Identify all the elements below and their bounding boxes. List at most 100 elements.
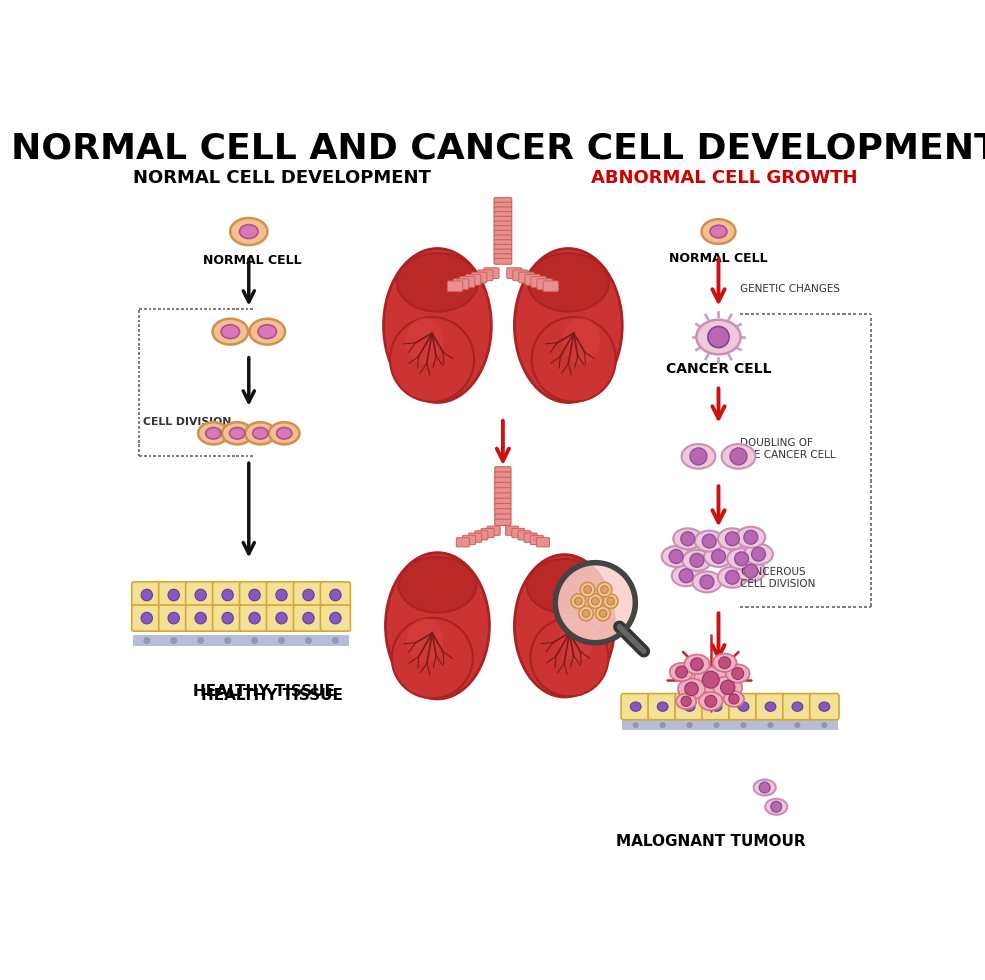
- Circle shape: [767, 722, 773, 728]
- FancyBboxPatch shape: [213, 582, 242, 608]
- Text: NORMAL CELL: NORMAL CELL: [669, 252, 767, 265]
- FancyBboxPatch shape: [622, 694, 650, 719]
- Ellipse shape: [269, 422, 299, 444]
- Text: DOUBLING OF
THE CANCER CELL: DOUBLING OF THE CANCER CELL: [740, 438, 835, 460]
- FancyBboxPatch shape: [478, 270, 492, 280]
- FancyBboxPatch shape: [267, 582, 296, 608]
- FancyBboxPatch shape: [675, 694, 704, 719]
- FancyBboxPatch shape: [494, 482, 511, 489]
- FancyBboxPatch shape: [524, 533, 537, 542]
- FancyBboxPatch shape: [239, 582, 270, 608]
- Circle shape: [588, 594, 603, 609]
- Ellipse shape: [276, 589, 288, 601]
- FancyBboxPatch shape: [472, 272, 487, 283]
- Circle shape: [574, 597, 582, 605]
- FancyBboxPatch shape: [159, 605, 189, 631]
- Circle shape: [599, 610, 607, 617]
- FancyBboxPatch shape: [494, 477, 511, 483]
- Text: CELL DIVISION: CELL DIVISION: [143, 416, 231, 426]
- Ellipse shape: [252, 427, 268, 439]
- Text: ABNORMAL CELL GROWTH: ABNORMAL CELL GROWTH: [591, 169, 858, 186]
- Circle shape: [725, 532, 740, 546]
- FancyBboxPatch shape: [810, 694, 839, 719]
- Ellipse shape: [330, 612, 341, 624]
- Ellipse shape: [692, 571, 721, 592]
- Circle shape: [170, 637, 177, 644]
- Ellipse shape: [676, 694, 696, 710]
- Ellipse shape: [399, 557, 477, 612]
- Circle shape: [579, 607, 593, 620]
- FancyBboxPatch shape: [213, 605, 242, 631]
- Text: HEALTHY TISSUE: HEALTHY TISSUE: [193, 684, 335, 699]
- Ellipse shape: [302, 589, 314, 601]
- FancyBboxPatch shape: [481, 528, 494, 538]
- FancyBboxPatch shape: [320, 605, 351, 631]
- Text: CANCEROUS
CELL DIVISION: CANCEROUS CELL DIVISION: [740, 567, 816, 589]
- FancyBboxPatch shape: [518, 531, 531, 540]
- Ellipse shape: [726, 664, 750, 683]
- FancyBboxPatch shape: [447, 281, 463, 292]
- Bar: [623, 719, 838, 730]
- Circle shape: [584, 586, 591, 594]
- FancyBboxPatch shape: [494, 235, 512, 241]
- Circle shape: [725, 570, 740, 584]
- Ellipse shape: [390, 317, 474, 402]
- FancyBboxPatch shape: [512, 528, 525, 538]
- Ellipse shape: [330, 589, 341, 601]
- Ellipse shape: [230, 218, 267, 245]
- FancyBboxPatch shape: [494, 498, 511, 505]
- Circle shape: [591, 597, 599, 605]
- FancyBboxPatch shape: [505, 526, 519, 535]
- Circle shape: [735, 552, 749, 565]
- Circle shape: [690, 658, 703, 670]
- Circle shape: [690, 554, 704, 567]
- Ellipse shape: [141, 589, 153, 601]
- FancyBboxPatch shape: [320, 582, 351, 608]
- FancyBboxPatch shape: [494, 230, 512, 236]
- Circle shape: [571, 594, 586, 609]
- Circle shape: [732, 667, 744, 679]
- FancyBboxPatch shape: [494, 202, 512, 208]
- Ellipse shape: [682, 444, 715, 468]
- Ellipse shape: [713, 654, 737, 672]
- FancyBboxPatch shape: [239, 605, 270, 631]
- Circle shape: [744, 530, 757, 544]
- Ellipse shape: [239, 224, 258, 238]
- FancyBboxPatch shape: [494, 244, 512, 250]
- FancyBboxPatch shape: [531, 276, 547, 287]
- FancyBboxPatch shape: [494, 472, 511, 478]
- Bar: [133, 635, 349, 646]
- Circle shape: [744, 564, 757, 578]
- Ellipse shape: [662, 546, 690, 567]
- Circle shape: [741, 722, 747, 728]
- FancyBboxPatch shape: [488, 526, 500, 535]
- FancyBboxPatch shape: [494, 217, 512, 222]
- Ellipse shape: [532, 317, 616, 402]
- Ellipse shape: [792, 702, 803, 711]
- Circle shape: [708, 326, 729, 348]
- Ellipse shape: [213, 318, 248, 345]
- Ellipse shape: [657, 702, 668, 711]
- Circle shape: [596, 607, 611, 620]
- Ellipse shape: [685, 655, 709, 674]
- FancyBboxPatch shape: [494, 212, 512, 218]
- FancyBboxPatch shape: [466, 274, 481, 285]
- FancyBboxPatch shape: [783, 694, 812, 719]
- Circle shape: [143, 637, 151, 644]
- Circle shape: [669, 550, 683, 564]
- FancyBboxPatch shape: [494, 254, 512, 260]
- FancyBboxPatch shape: [494, 198, 512, 204]
- Circle shape: [681, 696, 691, 707]
- FancyBboxPatch shape: [459, 276, 475, 287]
- Ellipse shape: [674, 528, 702, 549]
- Circle shape: [705, 696, 717, 708]
- Ellipse shape: [737, 527, 765, 548]
- Circle shape: [730, 448, 747, 465]
- Ellipse shape: [528, 253, 609, 312]
- Ellipse shape: [198, 422, 229, 444]
- Text: CANCER CELL: CANCER CELL: [666, 363, 771, 376]
- FancyBboxPatch shape: [159, 582, 189, 608]
- Ellipse shape: [819, 702, 829, 711]
- Ellipse shape: [397, 253, 478, 312]
- Ellipse shape: [683, 550, 711, 570]
